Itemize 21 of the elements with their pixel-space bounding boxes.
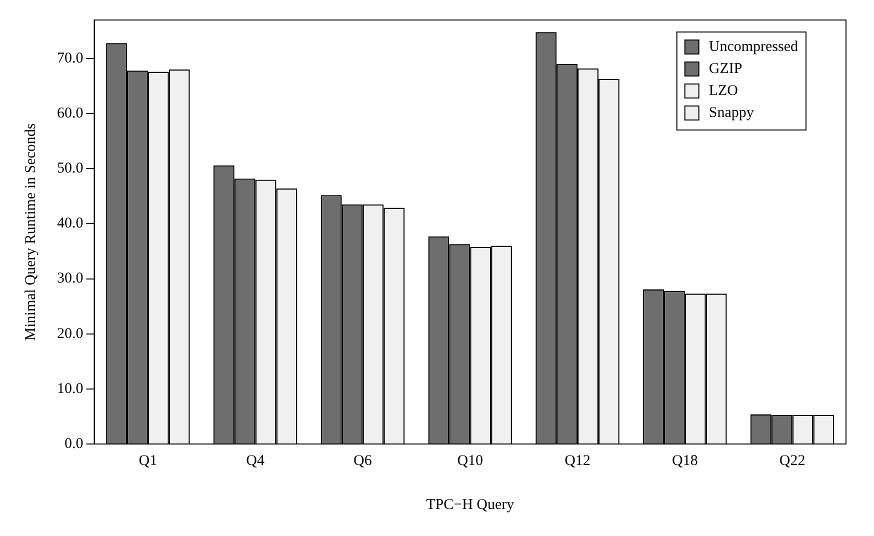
y-tick-label: 70.0: [57, 50, 84, 66]
y-tick-label: 60.0: [57, 106, 84, 122]
legend-label: LZO: [708, 82, 738, 99]
x-tick-label: Q4: [246, 452, 265, 469]
x-tick-label: Q6: [354, 452, 372, 469]
x-tick-label: Q1: [138, 452, 158, 469]
x-tick-label: Q22: [779, 452, 806, 469]
x-tick-label: Q12: [564, 452, 590, 469]
legend-label: Snappy: [708, 104, 754, 121]
x-axis-title: TPC−H Query: [426, 496, 515, 513]
y-tick-label: 10.0: [57, 380, 84, 397]
y-tick-label: 40.0: [57, 216, 84, 232]
y-tick-label: 20.0: [57, 326, 84, 342]
x-tick-label: Q18: [672, 452, 698, 469]
legend-label: Uncompressed: [708, 38, 798, 55]
y-tick-label: 0.0: [64, 436, 84, 452]
y-axis-title: Minimal Query Runtime in Seconds: [22, 123, 39, 341]
y-tick-label: 30.0: [57, 270, 84, 287]
x-tick-label: Q10: [457, 452, 484, 469]
y-tick-label: 50.0: [57, 160, 84, 177]
legend-label: GZIP: [708, 60, 742, 77]
